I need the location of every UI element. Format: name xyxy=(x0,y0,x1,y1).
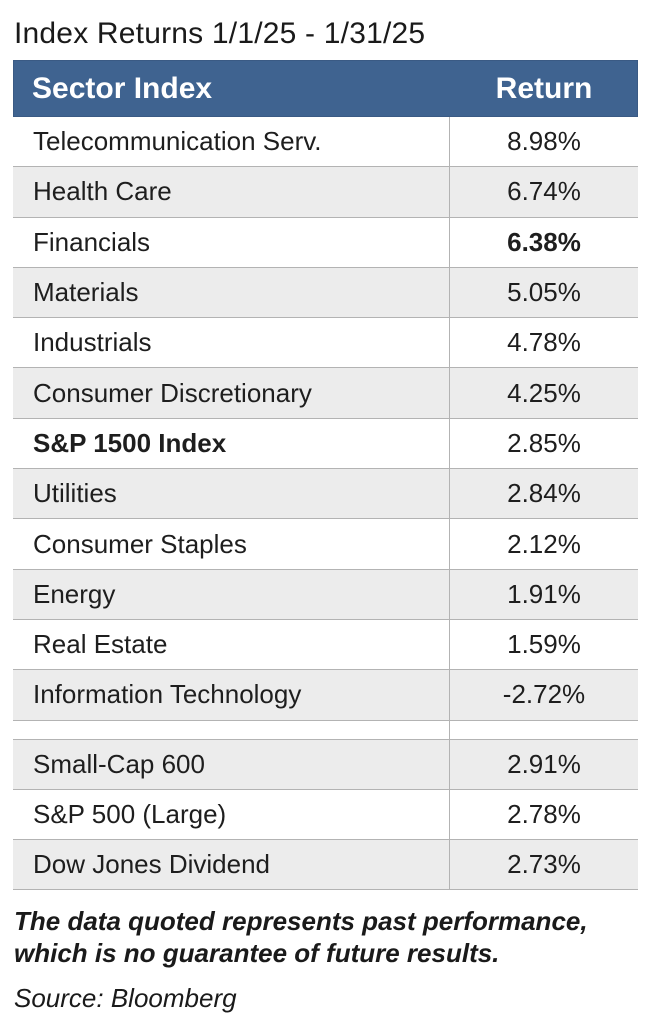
row-name: Consumer Discretionary xyxy=(13,368,450,418)
table-header: Sector Index Return xyxy=(13,60,638,117)
row-name: S&P 1500 Index xyxy=(13,418,450,469)
row-value: 2.73% xyxy=(507,849,581,880)
disclaimer-line-1: The data quoted represents past performa… xyxy=(14,906,588,936)
row-value: 8.98% xyxy=(507,126,581,157)
table-row: Health Care 6.74% xyxy=(13,167,638,218)
table-row: Small-Cap 600 2.91% xyxy=(13,739,638,790)
row-value: 1.91% xyxy=(507,578,581,609)
row-value: 2.85% xyxy=(507,427,581,458)
index-returns-table: Sector Index Return Telecommunication Se… xyxy=(13,60,638,891)
table-row: S&P 500 (Large) 2.78% xyxy=(13,789,638,841)
table-row: Real Estate 1.59% xyxy=(13,619,638,671)
row-name: Energy xyxy=(13,569,450,619)
table-row: S&P 1500 Index 2.85% xyxy=(13,418,638,470)
table-row: Industrials 4.78% xyxy=(13,318,638,369)
row-value: 2.91% xyxy=(507,748,581,779)
row-name: Utilities xyxy=(13,469,450,519)
row-value: 2.12% xyxy=(507,528,581,559)
row-name: Real Estate xyxy=(13,619,450,670)
table-row: Financials 6.38% xyxy=(13,217,638,268)
table-row: Energy 1.91% xyxy=(13,569,638,620)
row-name: Materials xyxy=(13,267,450,318)
row-value: 2.84% xyxy=(507,478,581,509)
row-name: S&P 500 (Large) xyxy=(13,789,450,840)
row-value: 4.78% xyxy=(507,327,581,358)
row-value: 2.78% xyxy=(507,799,581,829)
header-return: Return xyxy=(495,71,593,105)
row-value: -2.72% xyxy=(502,679,586,710)
table-row: Dow Jones Dividend 2.73% xyxy=(13,840,638,891)
header-sector-index: Sector Index xyxy=(32,71,213,105)
row-name: Industrials xyxy=(13,318,450,368)
table-row: Consumer Discretionary 4.25% xyxy=(13,368,638,419)
row-value: 6.38% xyxy=(507,226,581,257)
disclaimer-line-2: which is no guarantee of future results. xyxy=(14,938,500,968)
row-name: Information Technology xyxy=(13,670,450,720)
table-row: Information Technology -2.72% xyxy=(13,670,638,721)
table-row: Materials 5.05% xyxy=(13,267,638,319)
page-title: Index Returns 1/1/25 - 1/31/25 xyxy=(14,17,426,50)
row-value: 5.05% xyxy=(507,277,581,308)
table-row: Telecommunication Serv. 8.98% xyxy=(13,117,638,168)
row-value: 4.25% xyxy=(507,377,581,408)
table-spacer-row xyxy=(13,720,638,740)
row-name: Telecommunication Serv. xyxy=(13,117,450,167)
row-name: Dow Jones Dividend xyxy=(13,840,450,890)
row-value: 6.74% xyxy=(507,176,581,207)
row-name: Financials xyxy=(13,217,450,267)
row-name: Consumer Staples xyxy=(13,519,450,569)
table-row: Utilities 2.84% xyxy=(13,469,638,520)
spacer-cell xyxy=(13,720,450,739)
row-value: 1.59% xyxy=(507,629,581,660)
source-note: Source: Bloomberg xyxy=(14,983,237,1013)
row-name: Health Care xyxy=(13,167,450,217)
disclaimer: The data quoted represents past performa… xyxy=(14,905,639,969)
table-row: Consumer Staples 2.12% xyxy=(13,519,638,570)
row-name: Small-Cap 600 xyxy=(13,739,450,789)
